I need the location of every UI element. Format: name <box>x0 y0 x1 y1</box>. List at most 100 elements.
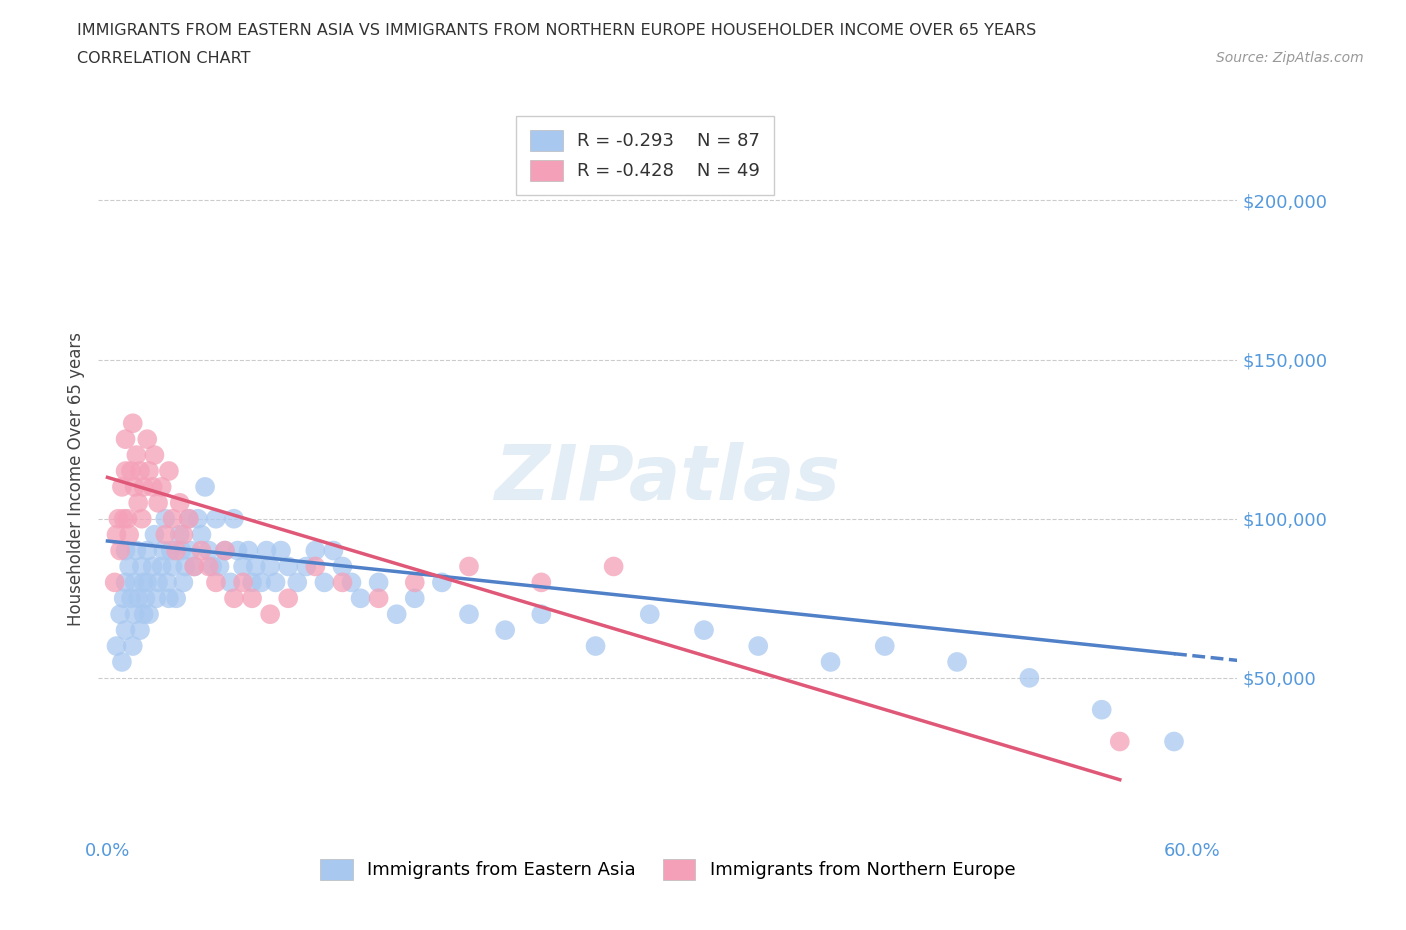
Point <box>222 591 245 605</box>
Point <box>131 559 153 574</box>
Point <box>143 527 166 542</box>
Point <box>108 606 131 621</box>
Point <box>197 559 219 574</box>
Point <box>156 575 179 590</box>
Point <box>240 591 263 605</box>
Text: Source: ZipAtlas.com: Source: ZipAtlas.com <box>1216 51 1364 65</box>
Point <box>169 496 191 511</box>
Point <box>118 559 141 574</box>
Point <box>190 527 212 542</box>
Point <box>121 416 143 431</box>
Point <box>127 496 149 511</box>
Point <box>214 543 236 558</box>
Text: CORRELATION CHART: CORRELATION CHART <box>77 51 250 66</box>
Point <box>259 559 281 574</box>
Point <box>146 496 169 511</box>
Point <box>332 575 354 590</box>
Point <box>602 559 624 574</box>
Point <box>205 575 228 590</box>
Point <box>295 559 318 574</box>
Point <box>132 606 155 621</box>
Point <box>172 575 194 590</box>
Point <box>114 623 136 638</box>
Point <box>304 559 326 574</box>
Point <box>208 559 231 574</box>
Point <box>114 575 136 590</box>
Point <box>162 512 184 526</box>
Point <box>747 639 769 654</box>
Point <box>256 543 278 558</box>
Point <box>169 527 191 542</box>
Point <box>132 575 155 590</box>
Point <box>165 591 187 605</box>
Point <box>277 559 299 574</box>
Point <box>277 591 299 605</box>
Point <box>136 575 159 590</box>
Y-axis label: Householder Income Over 65 years: Householder Income Over 65 years <box>66 332 84 626</box>
Point <box>155 527 177 542</box>
Point <box>264 575 287 590</box>
Point <box>136 543 159 558</box>
Point <box>142 559 165 574</box>
Point <box>142 480 165 495</box>
Point <box>367 591 389 605</box>
Point <box>205 512 228 526</box>
Point <box>585 639 607 654</box>
Point <box>172 527 194 542</box>
Point <box>194 480 217 495</box>
Point <box>114 463 136 478</box>
Point <box>245 559 267 574</box>
Legend: Immigrants from Eastern Asia, Immigrants from Northern Europe: Immigrants from Eastern Asia, Immigrants… <box>311 850 1025 889</box>
Point <box>219 575 242 590</box>
Point <box>494 623 516 638</box>
Point <box>285 575 308 590</box>
Point <box>232 575 254 590</box>
Point <box>136 432 159 446</box>
Point <box>183 559 205 574</box>
Point <box>132 480 155 495</box>
Point <box>157 463 180 478</box>
Point <box>120 463 142 478</box>
Point <box>314 575 336 590</box>
Point <box>322 543 344 558</box>
Point <box>174 559 197 574</box>
Point <box>157 591 180 605</box>
Point <box>404 575 426 590</box>
Point <box>232 559 254 574</box>
Point <box>125 543 148 558</box>
Point <box>162 559 184 574</box>
Point <box>108 543 131 558</box>
Point <box>143 447 166 462</box>
Point <box>112 591 135 605</box>
Point <box>214 543 236 558</box>
Point <box>138 463 160 478</box>
Point <box>458 606 481 621</box>
Point <box>270 543 292 558</box>
Point <box>170 543 193 558</box>
Point <box>150 559 173 574</box>
Point <box>304 543 326 558</box>
Point <box>138 606 160 621</box>
Point <box>150 480 173 495</box>
Point <box>145 591 167 605</box>
Point <box>240 575 263 590</box>
Point <box>129 623 152 638</box>
Point <box>180 543 202 558</box>
Point <box>530 606 553 621</box>
Point <box>238 543 260 558</box>
Point <box>114 543 136 558</box>
Text: IMMIGRANTS FROM EASTERN ASIA VS IMMIGRANTS FROM NORTHERN EUROPE HOUSEHOLDER INCO: IMMIGRANTS FROM EASTERN ASIA VS IMMIGRAN… <box>77 23 1036 38</box>
Point <box>530 575 553 590</box>
Point <box>367 575 389 590</box>
Point <box>134 591 156 605</box>
Point <box>693 623 716 638</box>
Point <box>946 655 969 670</box>
Point <box>127 591 149 605</box>
Point <box>125 447 148 462</box>
Point <box>111 655 134 670</box>
Point <box>340 575 363 590</box>
Point <box>197 543 219 558</box>
Point <box>638 606 661 621</box>
Point <box>152 543 174 558</box>
Point <box>222 512 245 526</box>
